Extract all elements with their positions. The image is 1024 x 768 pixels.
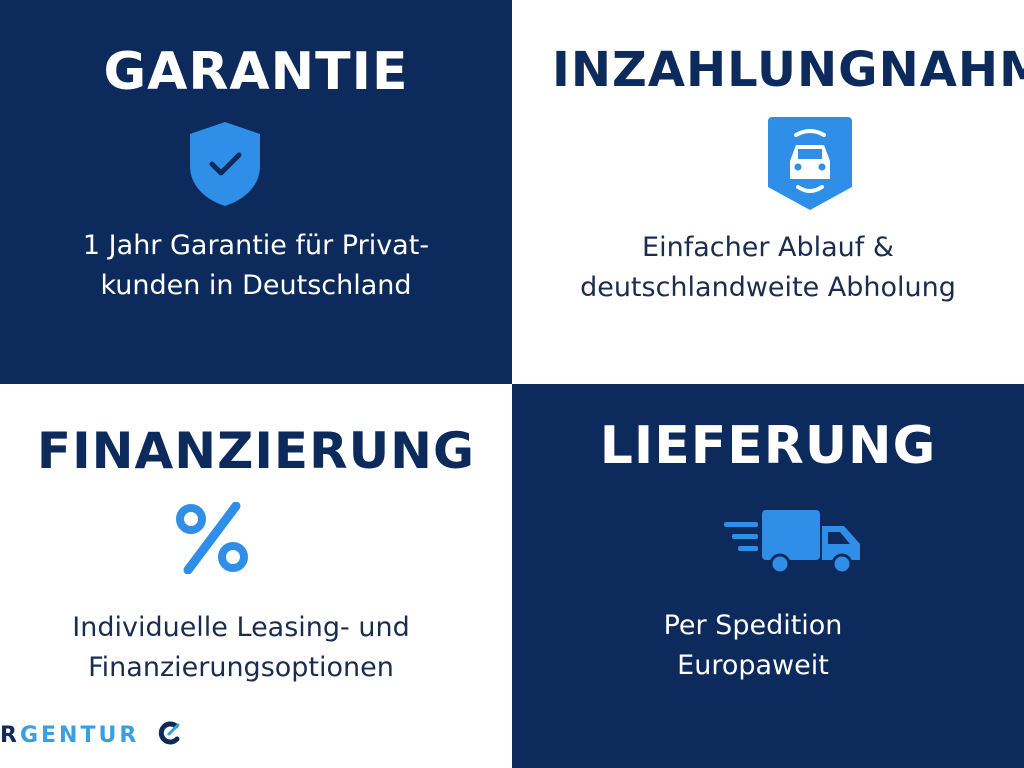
logo-text: GENTUR	[19, 723, 140, 748]
tile-description: 1 Jahr Garantie für Privat- kunden in De…	[0, 226, 512, 306]
tile-description: Einfacher Ablauf & deutschlandweite Abho…	[512, 228, 1024, 308]
logo-text-first: R	[0, 723, 20, 748]
tile-title: GARANTIE	[103, 42, 409, 102]
desc-line: 1 Jahr Garantie für Privat-	[82, 230, 430, 261]
desc-line: deutschlandweite Abholung	[580, 272, 956, 303]
percent-icon	[176, 502, 248, 574]
tile-finanzierung: FINANZIERUNG Individuelle Leasing- und F…	[0, 384, 512, 768]
tile-lieferung: LIEFERUNG Per Spedition Europaweit	[512, 384, 1024, 768]
shield-check-icon	[190, 122, 260, 206]
tile-garantie: GARANTIE 1 Jahr Garantie für Privat- kun…	[0, 0, 512, 384]
desc-line: Per Spedition	[663, 610, 843, 641]
tile-description: Individuelle Leasing- und Finanzierungso…	[0, 608, 512, 688]
desc-line: Einfacher Ablauf &	[642, 232, 894, 263]
logo-mark-icon	[158, 721, 180, 745]
desc-line: kunden in Deutschland	[100, 270, 412, 301]
desc-line: Finanzierungsoptionen	[88, 652, 394, 683]
desc-line: Europaweit	[677, 650, 829, 681]
truck-icon	[724, 510, 860, 575]
brand-logo: RGENTUR	[0, 720, 182, 748]
desc-line: Individuelle Leasing- und	[72, 612, 410, 643]
car-badge-icon	[768, 117, 852, 210]
tile-title: LIEFERUNG	[599, 416, 937, 476]
tile-description: Per Spedition Europaweit	[482, 606, 1024, 686]
tile-title: FINANZIERUNG	[36, 422, 476, 480]
